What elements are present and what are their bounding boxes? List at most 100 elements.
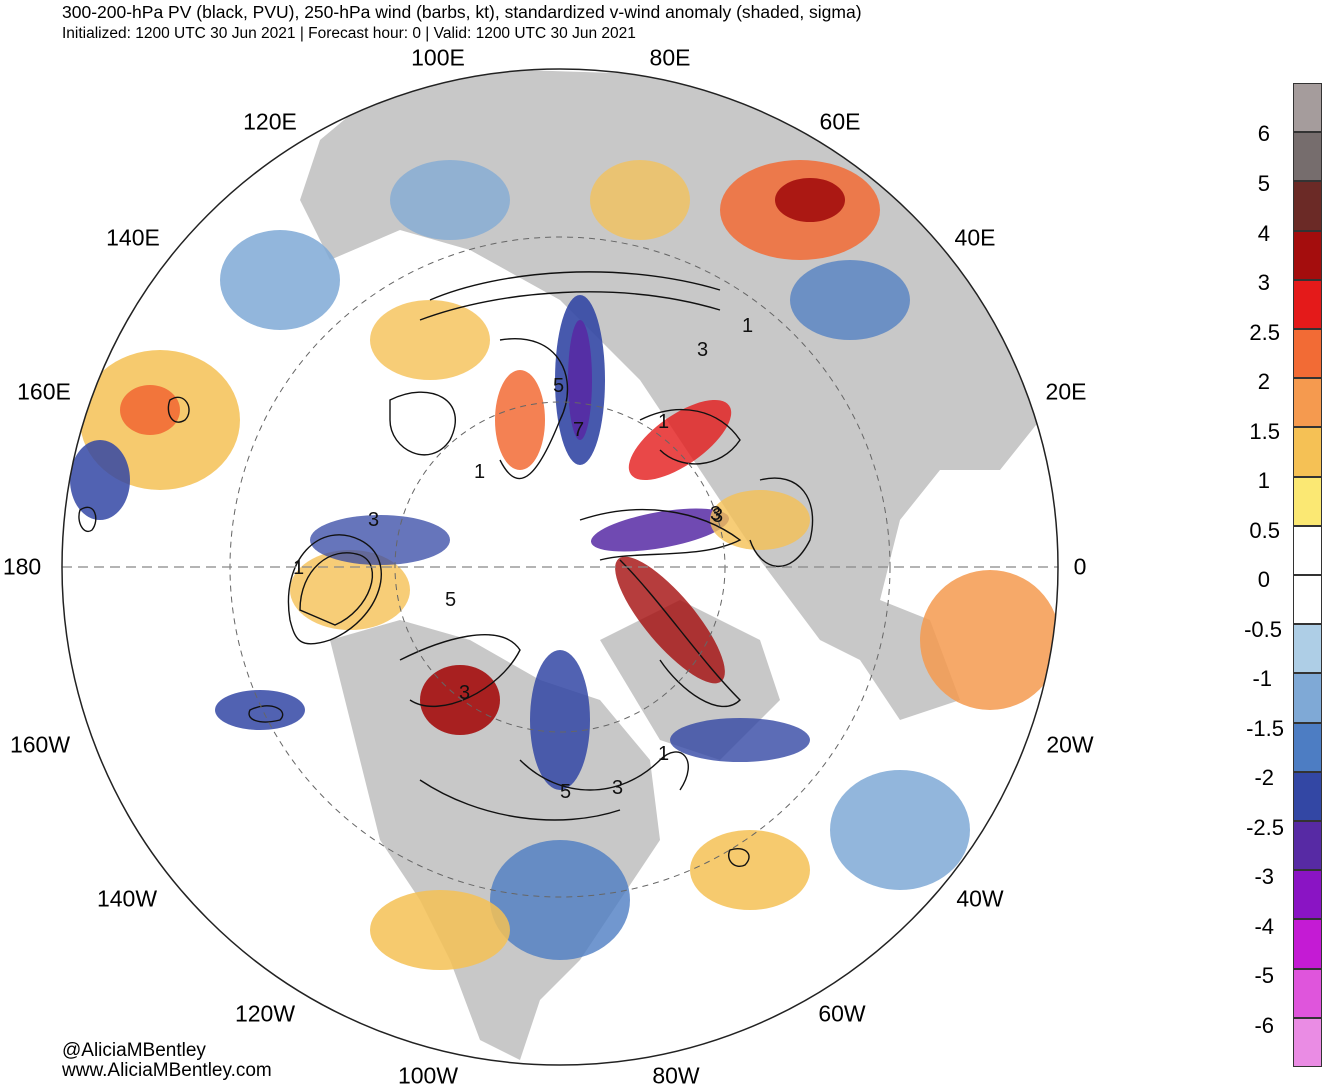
colorbar-swatch — [1293, 821, 1322, 871]
contour-label: 1 — [474, 461, 485, 483]
colorbar-label: 2.5 — [1249, 320, 1280, 345]
colorbar-label: -2 — [1254, 765, 1274, 790]
colorbar-label: 3 — [1257, 270, 1270, 295]
colorbar-label: 6 — [1257, 121, 1270, 146]
lon-label-20e: 20E — [1045, 378, 1087, 405]
contour-label: 5 — [553, 375, 564, 397]
colorbar-swatch — [1293, 525, 1322, 575]
lon-label-60w: 60W — [818, 1000, 866, 1027]
anomaly-blob — [370, 300, 490, 380]
map-boundary — [61, 68, 1059, 1066]
colorbar-swatch — [1293, 722, 1322, 772]
anomaly-blob — [220, 230, 340, 330]
anomaly-blob — [790, 260, 910, 340]
colorbar-swatch — [1293, 1017, 1322, 1067]
contour-label: 5 — [445, 589, 456, 611]
colorbar-swatch — [1293, 624, 1322, 674]
lon-label-40e: 40E — [954, 224, 996, 251]
lon-label-140e: 140E — [106, 224, 160, 251]
map-subtitle: Initialized: 1200 UTC 30 Jun 2021 | Fore… — [62, 25, 636, 42]
anomaly-blob — [920, 570, 1058, 710]
anomaly-blob — [290, 550, 410, 630]
colorbar-swatch — [1293, 427, 1322, 477]
anomaly-blob — [215, 690, 305, 730]
colorbar-swatch — [1293, 230, 1322, 280]
colorbar-swatch — [1293, 968, 1322, 1018]
colorbar-swatch — [1293, 83, 1322, 133]
anomaly-blob — [670, 718, 810, 762]
anomaly-blob — [490, 840, 630, 960]
colorbar-swatch — [1293, 870, 1322, 920]
colorbar-swatch — [1293, 919, 1322, 969]
colorbar-swatch — [1293, 476, 1322, 526]
contour-label: 3 — [612, 777, 623, 799]
colorbar-label: -1 — [1252, 666, 1272, 691]
anomaly-blob — [420, 665, 500, 735]
colorbar-label: 1.5 — [1249, 419, 1280, 444]
colorbar-label: -2.5 — [1246, 815, 1284, 840]
colorbar-swatch — [1293, 771, 1322, 821]
pv-contours — [78, 271, 814, 867]
anomaly-blob — [495, 370, 545, 470]
colorbar-label: 0 — [1257, 567, 1270, 592]
anomaly-blob — [590, 508, 730, 552]
anomaly-blob — [70, 440, 130, 520]
lon-label-0: 0 — [1073, 553, 1087, 580]
lon-label-80w: 80W — [652, 1062, 700, 1089]
lon-label-100w: 100W — [397, 1062, 459, 1089]
contour-label: 3 — [712, 505, 723, 527]
anomaly-blob — [310, 515, 450, 565]
anomaly-blob — [370, 890, 510, 970]
contour-label: 1 — [658, 743, 669, 765]
lon-label-60e: 60E — [819, 108, 861, 135]
anomaly-blob — [775, 178, 845, 222]
lon-label-80e: 80E — [649, 44, 691, 71]
contour-label: 3 — [697, 339, 708, 361]
colorbar-label: 0.5 — [1249, 518, 1280, 543]
contour-label: 3 — [368, 509, 379, 531]
colorbar-swatch — [1293, 132, 1322, 182]
map-disc — [62, 69, 1058, 1065]
anomaly-blob — [120, 385, 180, 435]
colorbar-swatch — [1293, 378, 1322, 428]
colorbar-label: 4 — [1257, 221, 1270, 246]
colorbar-label: -6 — [1254, 1013, 1274, 1038]
anomaly-blob — [568, 320, 592, 440]
contour-label: 1 — [293, 557, 304, 579]
contour-label: 3 — [710, 503, 721, 525]
colorbar-swatch — [1293, 575, 1322, 625]
colorbar-label: -1.5 — [1246, 716, 1284, 741]
colorbar-label: -3 — [1254, 864, 1274, 889]
contour-label: 3 — [459, 682, 470, 704]
contour-label: 1 — [658, 411, 669, 433]
contour-label: 5 — [560, 781, 571, 803]
lon-label-20w: 20W — [1046, 731, 1094, 758]
anomaly-blob — [628, 399, 732, 481]
lon-label-180: 180 — [2, 553, 42, 580]
lon-label-40w: 40W — [956, 885, 1004, 912]
colorbar-label: 2 — [1257, 369, 1270, 394]
anomaly-blob — [530, 650, 590, 790]
contour-label: 7 — [573, 419, 584, 441]
anomaly-blob — [830, 770, 970, 890]
anomaly-blob — [590, 160, 690, 240]
anomaly-blob — [390, 160, 510, 240]
colorbar-label: -5 — [1254, 963, 1274, 988]
colorbar-swatch — [1293, 329, 1322, 379]
lon-label-100e: 100E — [411, 44, 465, 71]
colorbar-label: 5 — [1257, 171, 1270, 196]
credit-handle: @AliciaMBentley — [62, 1040, 206, 1061]
colorbar-label: -4 — [1254, 914, 1274, 939]
contour-label: 1 — [742, 315, 753, 337]
colorbar-swatch — [1293, 279, 1322, 329]
anomaly-blob — [690, 830, 810, 910]
lon-label-140w: 140W — [96, 885, 158, 912]
colorbar-swatch — [1293, 181, 1322, 231]
colorbar-swatch — [1293, 673, 1322, 723]
map-title: 300-200-hPa PV (black, PVU), 250-hPa win… — [62, 2, 862, 22]
credit-website: www.AliciaMBentley.com — [62, 1060, 272, 1081]
colorbar-label: 1 — [1257, 468, 1270, 493]
lon-label-120e: 120E — [243, 108, 297, 135]
